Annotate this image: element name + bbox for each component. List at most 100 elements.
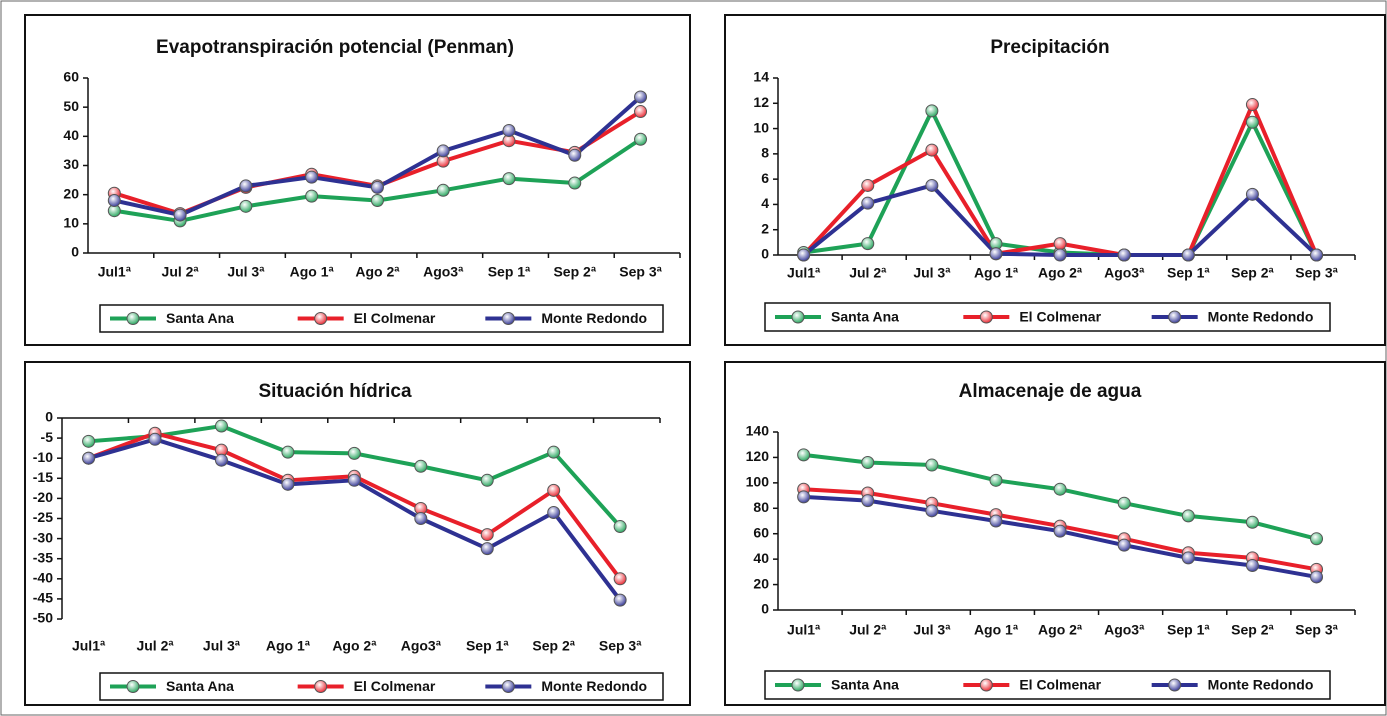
data-point	[925, 504, 939, 518]
x-tick-label: Ago 2ª	[332, 638, 377, 654]
panel-frame	[24, 14, 691, 346]
y-tick-label: 14	[753, 69, 769, 85]
x-tick-label: Ago 2ª	[1038, 265, 1083, 281]
legend-marker	[501, 680, 515, 693]
data-point	[1310, 532, 1324, 546]
data-point	[1053, 237, 1067, 251]
y-tick-label: -50	[33, 610, 53, 626]
x-tick-label: Ago3ª	[401, 638, 442, 654]
x-tick-label: Jul 2ª	[136, 638, 174, 654]
data-point	[1053, 524, 1067, 538]
data-point	[82, 434, 96, 448]
x-tick-label: Sep 1ª	[1167, 622, 1210, 638]
data-point	[82, 451, 96, 465]
data-point	[370, 194, 384, 207]
y-tick-label: -35	[33, 549, 53, 565]
data-point	[1245, 559, 1259, 572]
data-point	[1245, 98, 1259, 112]
x-tick-label: Ago3ª	[423, 264, 464, 280]
legend-marker	[314, 680, 328, 693]
data-point	[436, 144, 450, 158]
y-tick-label: 80	[753, 499, 769, 515]
data-point	[613, 572, 627, 586]
data-point	[861, 456, 875, 470]
data-point	[281, 445, 295, 459]
legend-marker	[791, 678, 805, 692]
y-tick-label: 8	[761, 145, 769, 161]
x-tick-label: Sep 1ª	[488, 264, 531, 280]
data-point	[414, 512, 428, 525]
x-tick-label: Jul 3ª	[203, 638, 241, 654]
data-point	[547, 445, 561, 459]
legend-box	[764, 670, 1331, 700]
legend-marker	[791, 310, 805, 324]
legend-marker	[979, 678, 993, 692]
data-point	[502, 124, 516, 137]
legend-marker	[979, 310, 993, 324]
x-tick-label: Jul1ª	[787, 265, 821, 281]
data-point	[613, 520, 627, 534]
y-tick-label: 60	[753, 524, 769, 540]
x-tick-label: Jul1ª	[72, 638, 106, 654]
legend-label: Santa Ana	[166, 310, 234, 326]
y-tick-label: -30	[33, 529, 53, 545]
x-tick-label: Ago3ª	[1104, 622, 1145, 638]
y-tick-label: 12	[753, 94, 769, 110]
data-point	[148, 432, 162, 446]
legend-box	[99, 672, 664, 701]
y-tick-label: 40	[63, 127, 79, 143]
x-tick-label: Ago 2ª	[1038, 622, 1083, 638]
chart-title: Almacenaje de agua	[959, 381, 1142, 402]
data-point	[797, 490, 811, 504]
data-point	[925, 178, 939, 192]
x-tick-label: Sep 2ª	[532, 638, 575, 654]
data-point	[173, 208, 187, 222]
y-tick-label: 0	[71, 244, 79, 260]
data-point	[214, 419, 228, 433]
legend-marker	[501, 312, 515, 325]
legend-label: Monte Redondo	[1208, 309, 1314, 325]
data-point	[989, 473, 1003, 487]
chart-title: Situación hídrica	[258, 381, 412, 402]
y-tick-label: 100	[746, 474, 770, 490]
data-point	[1181, 509, 1195, 523]
y-tick-label: 10	[63, 215, 79, 231]
y-tick-label: 50	[63, 98, 79, 114]
data-point	[281, 477, 295, 491]
data-point	[634, 105, 648, 119]
x-tick-label: Sep 3ª	[1295, 622, 1338, 638]
x-tick-label: Sep 2ª	[1231, 622, 1274, 638]
data-point	[305, 170, 319, 184]
legend-marker	[126, 680, 140, 693]
y-tick-label: -25	[33, 509, 53, 525]
data-point	[347, 446, 361, 460]
x-tick-label: Ago 1ª	[974, 265, 1019, 281]
y-tick-label: 0	[45, 409, 53, 425]
data-point	[797, 248, 811, 262]
legend-marker	[1168, 310, 1182, 324]
y-tick-label: -45	[33, 590, 53, 606]
data-point	[414, 459, 428, 473]
data-point	[861, 196, 875, 210]
y-tick-label: 0	[761, 246, 769, 262]
data-point	[1053, 248, 1067, 262]
x-tick-label: Ago 1ª	[266, 638, 311, 654]
data-point	[1117, 248, 1131, 262]
data-point	[797, 448, 811, 462]
legend-label: Santa Ana	[831, 309, 899, 325]
data-point	[239, 179, 253, 193]
x-tick-label: Jul 2ª	[849, 622, 887, 638]
data-point	[568, 176, 582, 190]
legend-label: Santa Ana	[166, 678, 234, 694]
legend-marker	[1168, 678, 1182, 692]
data-point	[1310, 248, 1324, 262]
x-tick-label: Ago 2ª	[355, 264, 400, 280]
data-point	[861, 494, 875, 508]
y-tick-label: 10	[753, 119, 769, 135]
data-point	[989, 514, 1003, 528]
legend-label: Monte Redondo	[541, 678, 647, 694]
data-point	[502, 172, 516, 186]
data-point	[1053, 482, 1067, 496]
data-point	[1181, 248, 1195, 262]
